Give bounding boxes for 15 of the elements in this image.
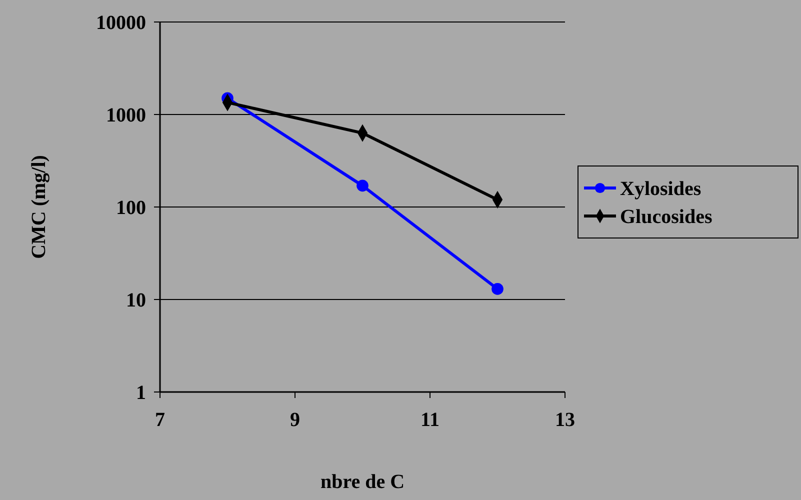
x-tick-label: 11 [420,409,440,431]
y-tick-label: 1000 [106,104,146,126]
x-axis-title: nbre de C [320,471,405,493]
point [356,180,368,192]
x-tick-label: 7 [155,409,165,431]
y-tick-label: 10 [126,290,146,312]
y-axis-title: CMC (mg/l) [28,155,50,259]
x-tick-label: 13 [555,409,575,431]
legend-label: Glucosides [620,206,712,228]
y-tick-label: 1 [136,382,146,404]
y-tick-label: 100 [116,197,146,219]
x-tick-label: 9 [290,409,300,431]
legend-label: Xylosides [620,178,702,200]
y-tick-label: 10000 [96,12,146,34]
point [492,283,504,295]
